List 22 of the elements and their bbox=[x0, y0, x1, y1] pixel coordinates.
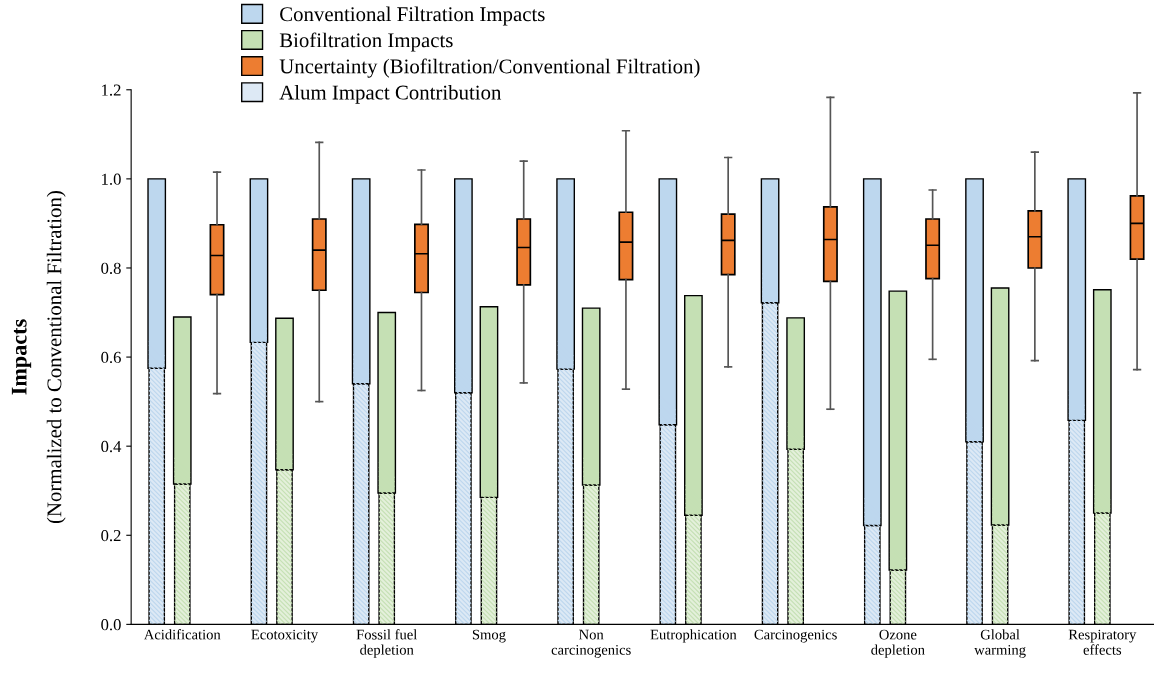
legend-label: Biofiltration Impacts bbox=[279, 32, 453, 52]
y-tick-label: 1.2 bbox=[102, 84, 121, 96]
x-tick-label: Smog bbox=[472, 629, 506, 643]
y-tick-label: 0.4 bbox=[101, 440, 122, 453]
y-tick-label: 0.6 bbox=[101, 351, 121, 364]
x-tick-label: Ozone depletion bbox=[871, 629, 925, 658]
x-tick-label: Fossil fuel depletion bbox=[356, 629, 418, 658]
x-tick-label: Carcinogenics bbox=[754, 629, 837, 643]
legend-label: Alum Impact Contribution bbox=[279, 84, 502, 104]
y-tick-label: 0.2 bbox=[101, 529, 121, 542]
y-axis-title: Impacts (Normalized to Conventional Filtration) bbox=[11, 191, 66, 524]
y-tick-label: 0.0 bbox=[101, 619, 121, 631]
x-tick-label: Acidification bbox=[143, 629, 221, 640]
y-tick-label: 1.0 bbox=[102, 173, 121, 185]
legend-label: Uncertainty (Biofiltration/Conventional Filtration) bbox=[279, 58, 700, 78]
x-tick-label: Respiratory effects bbox=[1068, 629, 1137, 655]
x-tick-label: Ecotoxicity bbox=[251, 629, 319, 643]
x-tick-label: Non carcinogenics bbox=[551, 629, 631, 658]
legend-label: Conventional Filtration Impacts bbox=[280, 6, 545, 26]
y-tick-label: 0.8 bbox=[101, 262, 121, 274]
x-tick-label: Global warming bbox=[974, 629, 1026, 658]
x-tick-label: Eutrophication bbox=[650, 629, 737, 643]
